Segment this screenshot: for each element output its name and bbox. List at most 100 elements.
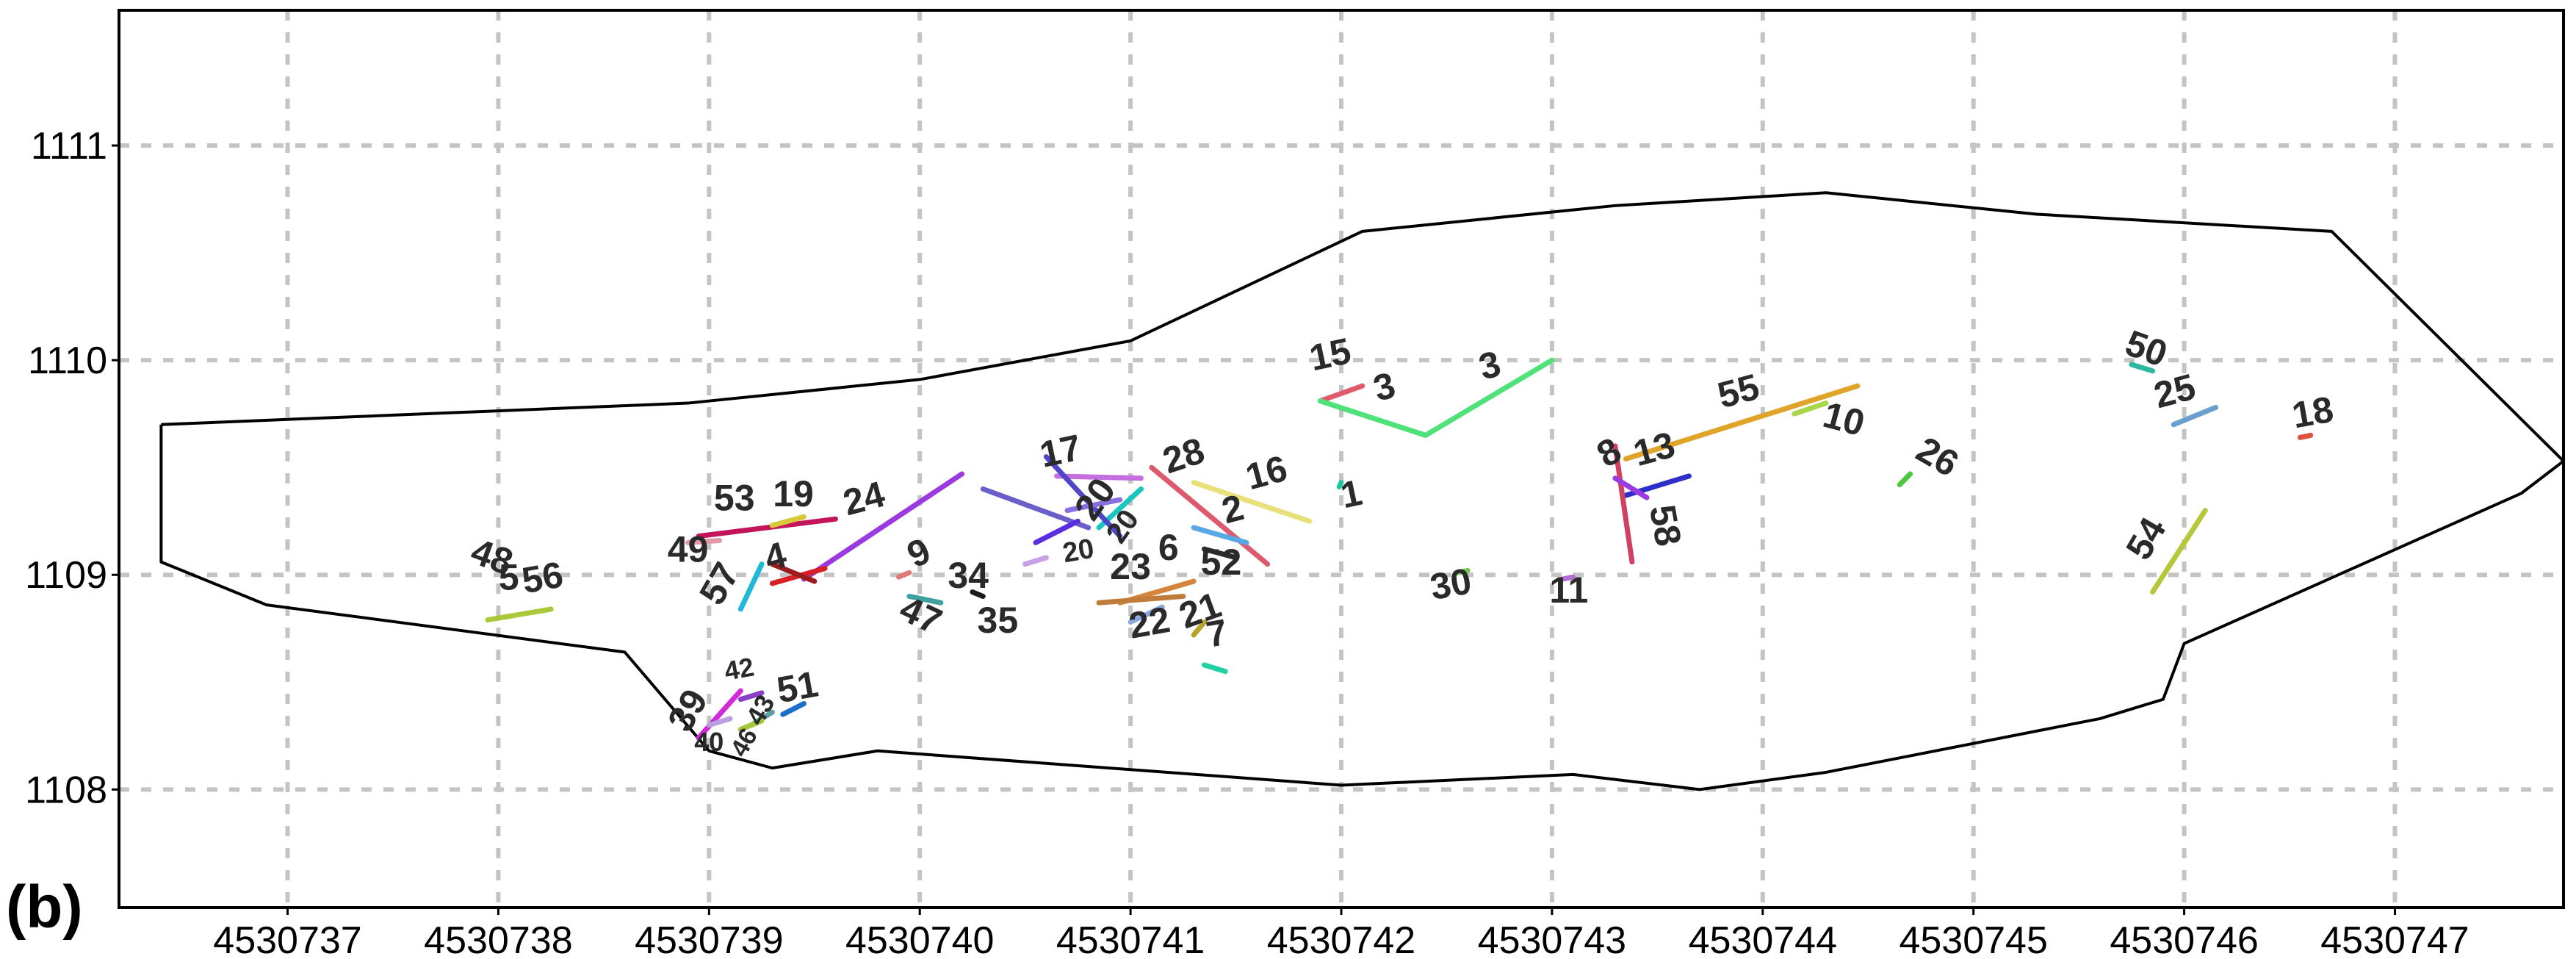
series-segment-33 [970, 589, 986, 599]
series-label-21: 53 [714, 478, 755, 519]
series-segment-50 [2171, 404, 2219, 428]
series-label-42: 13 [1629, 424, 1679, 474]
x-tick-label: 4530744 [1689, 919, 1837, 959]
series-label-39: 51 [773, 664, 821, 711]
y-tick-label: 1110 [28, 340, 107, 382]
series-segment-29 [485, 606, 554, 623]
y-axis-ticks: 1108 1109 1110 1111 [25, 125, 119, 811]
series-segment-14 [980, 486, 1092, 531]
series-segment-23 [685, 538, 723, 545]
series-label-16: 20 [1061, 534, 1097, 570]
series-label-30: 9 [901, 530, 937, 576]
series-segment-0 [1317, 383, 1365, 404]
series-segment-25 [769, 561, 818, 584]
x-tick-label: 4530747 [2320, 919, 2469, 959]
series-segment-3 [1336, 480, 1344, 489]
series-label-2: 3 [1474, 342, 1504, 387]
series-label-51: 18 [2289, 389, 2337, 437]
series-segment-18 [1064, 497, 1123, 514]
series-label-52: 54 [2118, 511, 2173, 567]
x-tick-label: 4530737 [213, 919, 361, 959]
series-segment-45 [1792, 401, 1829, 417]
x-tick-label: 4530738 [424, 919, 572, 959]
series-segment-12 [1202, 662, 1228, 675]
series-label-31: 34 [948, 555, 989, 596]
outline-layer [159, 191, 2565, 791]
series-segment-19 [1022, 555, 1049, 567]
series-segment-22 [769, 514, 807, 528]
series-segment-39 [780, 701, 807, 717]
series-label-1: 3 [1369, 364, 1399, 409]
y-tick-label: 1108 [25, 769, 107, 811]
series-segment-37 [737, 718, 765, 733]
series-label-3: 1 [1337, 472, 1365, 517]
series-label-40: 55 [1714, 366, 1764, 416]
series-layer [485, 357, 2314, 741]
series-label-4: 28 [1158, 430, 1209, 481]
series-label-33: 35 [978, 600, 1019, 641]
series-segment-34 [696, 688, 743, 741]
series-label-32: 47 [894, 588, 948, 642]
x-tick-label: 4530745 [1899, 919, 2047, 959]
series-label-9: 23 [1110, 546, 1151, 587]
series-segment-40 [1623, 383, 1861, 461]
series-label-24: 4 [760, 534, 791, 578]
series-segment-35 [737, 690, 765, 703]
x-tick-label: 4530743 [1478, 919, 1626, 959]
series-label-48: 11 [1549, 570, 1588, 611]
series-label-8: 6 [1158, 527, 1179, 568]
series-label-28: 5 [499, 557, 519, 598]
x-tick-label: 4530746 [2110, 919, 2258, 959]
x-tick-label: 4530739 [635, 919, 783, 959]
series-segment-1 [1317, 357, 1555, 438]
series-label-20: 24 [839, 473, 889, 524]
series-segment-16 [1033, 518, 1080, 545]
series-segment-30 [896, 570, 912, 580]
series-segment-46 [1897, 471, 1913, 488]
series-segment-51 [2297, 432, 2314, 440]
series-label-13: 17 [1036, 427, 1085, 475]
series-segment-6 [1191, 525, 1249, 545]
series-label-29: 56 [519, 554, 566, 602]
series-label-41: 8 [1590, 429, 1628, 475]
panel-label: (b) [6, 874, 83, 941]
x-tick-label: 4530740 [845, 919, 994, 959]
outline-boundary [159, 191, 2565, 791]
x-tick-label: 4530741 [1056, 919, 1205, 959]
series-segment-9 [1096, 593, 1186, 606]
x-axis-ticks: 4530737 4530738 4530739 4530740 4530741 45307… [213, 908, 2469, 959]
series-label-46: 26 [1910, 428, 1966, 484]
series-label-5: 16 [1241, 448, 1291, 498]
series-segment-20 [801, 471, 965, 582]
series-segment-44 [1612, 475, 1650, 500]
series-label-38: 40 [694, 727, 724, 757]
series-label-22: 19 [773, 473, 814, 514]
x-tick-label: 4530742 [1267, 919, 1415, 959]
series-segment-47 [1454, 567, 1471, 575]
series-label-7: 52 [1201, 542, 1242, 583]
series-segment-48 [1559, 574, 1576, 582]
series-segment-5 [1191, 480, 1313, 524]
series-segment-49 [2129, 362, 2156, 374]
series-label-35: 42 [722, 651, 757, 686]
y-tick-label: 1109 [25, 554, 107, 597]
series-label-10: 22 [1126, 599, 1174, 647]
series-segment-43 [1612, 443, 1635, 565]
series-label-47: 30 [1427, 560, 1475, 608]
grid [119, 10, 2564, 908]
series-segment-4 [1149, 464, 1271, 567]
series-label-12: 7 [1203, 611, 1230, 656]
series-segment-13 [1054, 473, 1144, 481]
series-segment-7 [1202, 546, 1239, 561]
series-segment-26 [737, 561, 765, 612]
series-label-23: 49 [668, 529, 709, 570]
series-segment-17 [1043, 454, 1123, 539]
series-segment-21 [696, 516, 838, 539]
series-segment-10 [1128, 604, 1165, 625]
series-segment-38 [706, 716, 733, 728]
series-label-43: 58 [1642, 502, 1689, 550]
series-segment-11 [1191, 619, 1208, 638]
series-label-0: 15 [1306, 330, 1354, 378]
series-segment-32 [906, 593, 944, 606]
